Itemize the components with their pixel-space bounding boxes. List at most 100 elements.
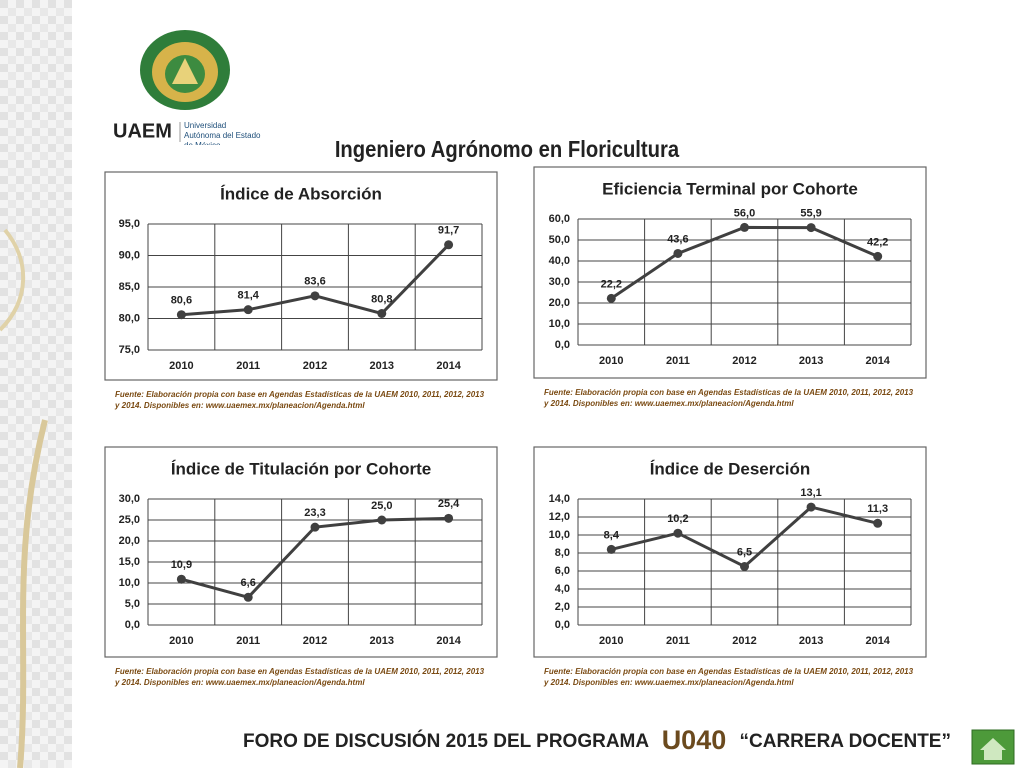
x-tick-label: 2013 (370, 635, 394, 647)
y-tick-label: 10,0 (119, 577, 140, 589)
chart-title: Índice de Absorción (220, 184, 382, 203)
x-tick-label: 2013 (370, 360, 394, 372)
y-tick-label: 15,0 (119, 556, 140, 568)
y-tick-label: 80,0 (119, 312, 140, 324)
source-note: Fuente: Elaboración propia con base en A… (115, 390, 485, 410)
y-tick-label: 12,0 (549, 511, 570, 523)
data-label: 23,3 (304, 507, 325, 519)
chart-frame (104, 446, 498, 658)
data-label: 81,4 (237, 290, 259, 302)
data-label: 56,0 (734, 207, 755, 219)
logo-subtitle-box: Universidad Autónoma del Estado de Méxic… (184, 121, 261, 145)
data-label: 6,5 (737, 546, 752, 558)
data-label: 42,2 (867, 236, 888, 248)
data-label: 10,9 (171, 559, 192, 571)
data-point (606, 544, 616, 554)
data-label: 83,6 (304, 276, 325, 288)
data-point (310, 522, 320, 532)
data-label: 8,4 (604, 529, 620, 541)
x-tick-label: 2013 (799, 635, 823, 647)
x-tick-label: 2012 (732, 355, 756, 367)
chart-frame (533, 166, 927, 379)
data-point (606, 293, 616, 303)
data-label: 11,3 (867, 503, 888, 515)
data-label: 55,9 (800, 208, 821, 220)
data-label: 13,1 (800, 487, 821, 499)
y-tick-label: 20,0 (119, 535, 140, 547)
data-point (873, 518, 883, 528)
x-tick-label: 2010 (169, 360, 193, 372)
data-label: 43,6 (667, 233, 688, 245)
y-tick-label: 14,0 (549, 493, 570, 505)
x-tick-label: 2014 (865, 355, 890, 367)
logo (140, 30, 230, 110)
y-tick-label: 85,0 (119, 281, 140, 293)
y-tick-label: 90,0 (119, 249, 140, 261)
data-label: 10,2 (667, 513, 688, 525)
x-tick-label: 2011 (236, 360, 260, 372)
y-tick-label: 10,0 (549, 529, 570, 541)
x-tick-label: 2010 (599, 635, 623, 647)
page-title: Ingeniero Agrónomo en Floricultura (335, 136, 680, 163)
x-tick-label: 2012 (303, 360, 327, 372)
x-tick-label: 2013 (799, 355, 823, 367)
data-point (740, 222, 749, 232)
data-point (806, 223, 816, 233)
decor-strip (0, 0, 72, 768)
data-label: 80,8 (371, 293, 392, 305)
y-tick-label: 30,0 (549, 276, 570, 288)
data-label: 25,0 (371, 500, 392, 512)
y-tick-label: 8,0 (555, 547, 570, 559)
data-point (310, 291, 320, 301)
data-point (444, 240, 454, 250)
x-tick-label: 2014 (865, 635, 890, 647)
source-note: Fuente: Elaboración propia con base en A… (544, 667, 914, 687)
y-tick-label: 25,0 (119, 514, 140, 526)
data-point (243, 305, 253, 315)
source-note: Fuente: Elaboración propia con base en A… (544, 388, 914, 408)
logo-text: UAEM (113, 120, 172, 142)
data-point (444, 513, 454, 523)
footer-code: U040 (662, 725, 727, 755)
decor-leaf (0, 228, 26, 332)
data-point (243, 592, 253, 602)
y-tick-label: 6,0 (555, 565, 570, 577)
data-point (806, 502, 816, 512)
y-tick-label: 0,0 (125, 619, 140, 631)
x-tick-label: 2010 (169, 635, 193, 647)
y-tick-label: 0,0 (555, 339, 570, 351)
data-label: 91,7 (438, 225, 459, 237)
chart-title: Índice de Deserción (650, 459, 811, 478)
y-tick-label: 20,0 (549, 297, 570, 309)
x-tick-label: 2014 (436, 360, 461, 372)
y-tick-label: 30,0 (119, 493, 140, 505)
x-tick-label: 2012 (732, 635, 756, 647)
x-tick-label: 2011 (236, 635, 260, 647)
data-point (873, 251, 883, 261)
x-tick-label: 2010 (599, 355, 623, 367)
decor-leaf (17, 419, 48, 768)
data-point (740, 562, 749, 571)
data-label: 80,6 (171, 295, 192, 307)
y-tick-label: 40,0 (549, 255, 570, 267)
footer-suffix: “CARRERA DOCENTE” (740, 731, 951, 752)
y-tick-label: 50,0 (549, 234, 570, 246)
home-button[interactable] (971, 729, 1015, 765)
chart-frame (533, 446, 927, 658)
x-tick-label: 2014 (436, 635, 461, 647)
data-label: 25,4 (438, 498, 460, 510)
data-point (176, 310, 186, 320)
chart-title: Índice de Titulación por Cohorte (171, 459, 431, 478)
logo-subtitle: Universidad Autónoma del Estado de Méxic… (184, 121, 261, 145)
data-label: 22,2 (601, 278, 622, 290)
data-point (673, 248, 683, 258)
y-tick-label: 10,0 (549, 318, 570, 330)
footer-prefix: FORO DE DISCUSIÓN 2015 DEL PROGRAMA (243, 730, 649, 752)
x-tick-label: 2011 (666, 355, 690, 367)
footer: FORO DE DISCUSIÓN 2015 DEL PROGRAMA U040… (243, 725, 951, 755)
y-tick-label: 60,0 (549, 213, 570, 225)
chart-frame (104, 171, 498, 381)
x-tick-label: 2012 (303, 635, 327, 647)
